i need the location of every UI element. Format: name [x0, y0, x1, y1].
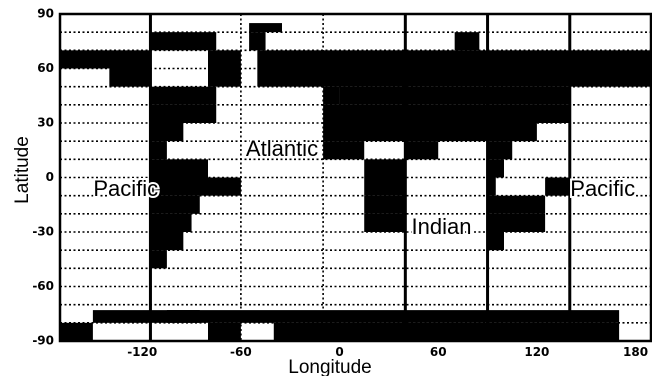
land-cell [150, 32, 217, 51]
land-cell [60, 322, 93, 341]
map-frame [58, 12, 652, 343]
land-cell [487, 232, 504, 251]
y-tick-label: -60 [32, 279, 54, 293]
land-cell [323, 104, 570, 123]
land-cell [109, 68, 151, 87]
land-cell [208, 322, 241, 341]
land-cell [150, 195, 200, 214]
land-cell [150, 232, 184, 251]
x-tick-label: 60 [430, 345, 447, 359]
land-cell [339, 86, 570, 105]
land-cell [150, 86, 217, 105]
x-axis-title: Longitude [288, 357, 371, 376]
land-cell [487, 195, 546, 214]
region-label-indian: Indian [412, 214, 472, 239]
land-cell [249, 32, 266, 51]
land-cell [273, 322, 620, 341]
land-cell [364, 213, 406, 232]
land-cell [487, 159, 504, 178]
land-cell [364, 177, 406, 196]
land-cell [454, 32, 480, 51]
region-labels: Atlantic Pacific Indian Pacific [91, 134, 637, 241]
land-cell [323, 86, 340, 105]
y-tick-label: -30 [32, 225, 54, 239]
y-tick-label: -90 [32, 334, 54, 348]
grid-lines [60, 14, 652, 341]
land-cell [364, 195, 406, 214]
y-tick-label: 0 [46, 170, 54, 184]
x-tick-label: 180 [623, 345, 648, 359]
y-tick-labels: 90 60 30 0 -30 -60 -90 [32, 7, 54, 348]
land-cell [208, 50, 241, 69]
land-cell [150, 177, 241, 196]
x-tick-label: -60 [230, 345, 252, 359]
y-tick-label: 90 [37, 7, 54, 21]
y-tick-label: 60 [37, 61, 54, 75]
land-cell [166, 310, 200, 323]
land-cell [208, 68, 241, 87]
land-cell [487, 141, 513, 160]
land-cell [257, 68, 652, 87]
land-cell [364, 159, 406, 178]
land-cell [487, 213, 546, 232]
region-label-pacific: Pacific [93, 176, 158, 201]
y-tick-label: 30 [37, 116, 54, 130]
x-tick-label: -120 [127, 345, 157, 359]
x-tick-label: 0 [335, 345, 343, 359]
land-cell [323, 141, 365, 160]
land-cell [150, 141, 167, 160]
land-cell [257, 50, 652, 69]
land-cell [249, 23, 282, 33]
land-cell [487, 177, 496, 196]
land-cell [545, 177, 570, 196]
land-cell [323, 123, 537, 142]
y-axis-title: Latitude [12, 136, 33, 204]
land-cell [150, 250, 167, 269]
land-cell [60, 50, 151, 69]
region-label-atlantic: Atlantic [246, 136, 318, 161]
land-cell [150, 159, 208, 178]
x-tick-labels: -120 -60 0 60 120 180 [127, 345, 648, 359]
region-label-pacific: Pacific [570, 176, 635, 201]
land-cell [150, 213, 192, 232]
land-cell [405, 141, 439, 160]
land-mask [60, 23, 652, 341]
x-tick-label: 120 [524, 345, 549, 359]
land-cell [150, 123, 184, 142]
land-cell [150, 104, 217, 123]
